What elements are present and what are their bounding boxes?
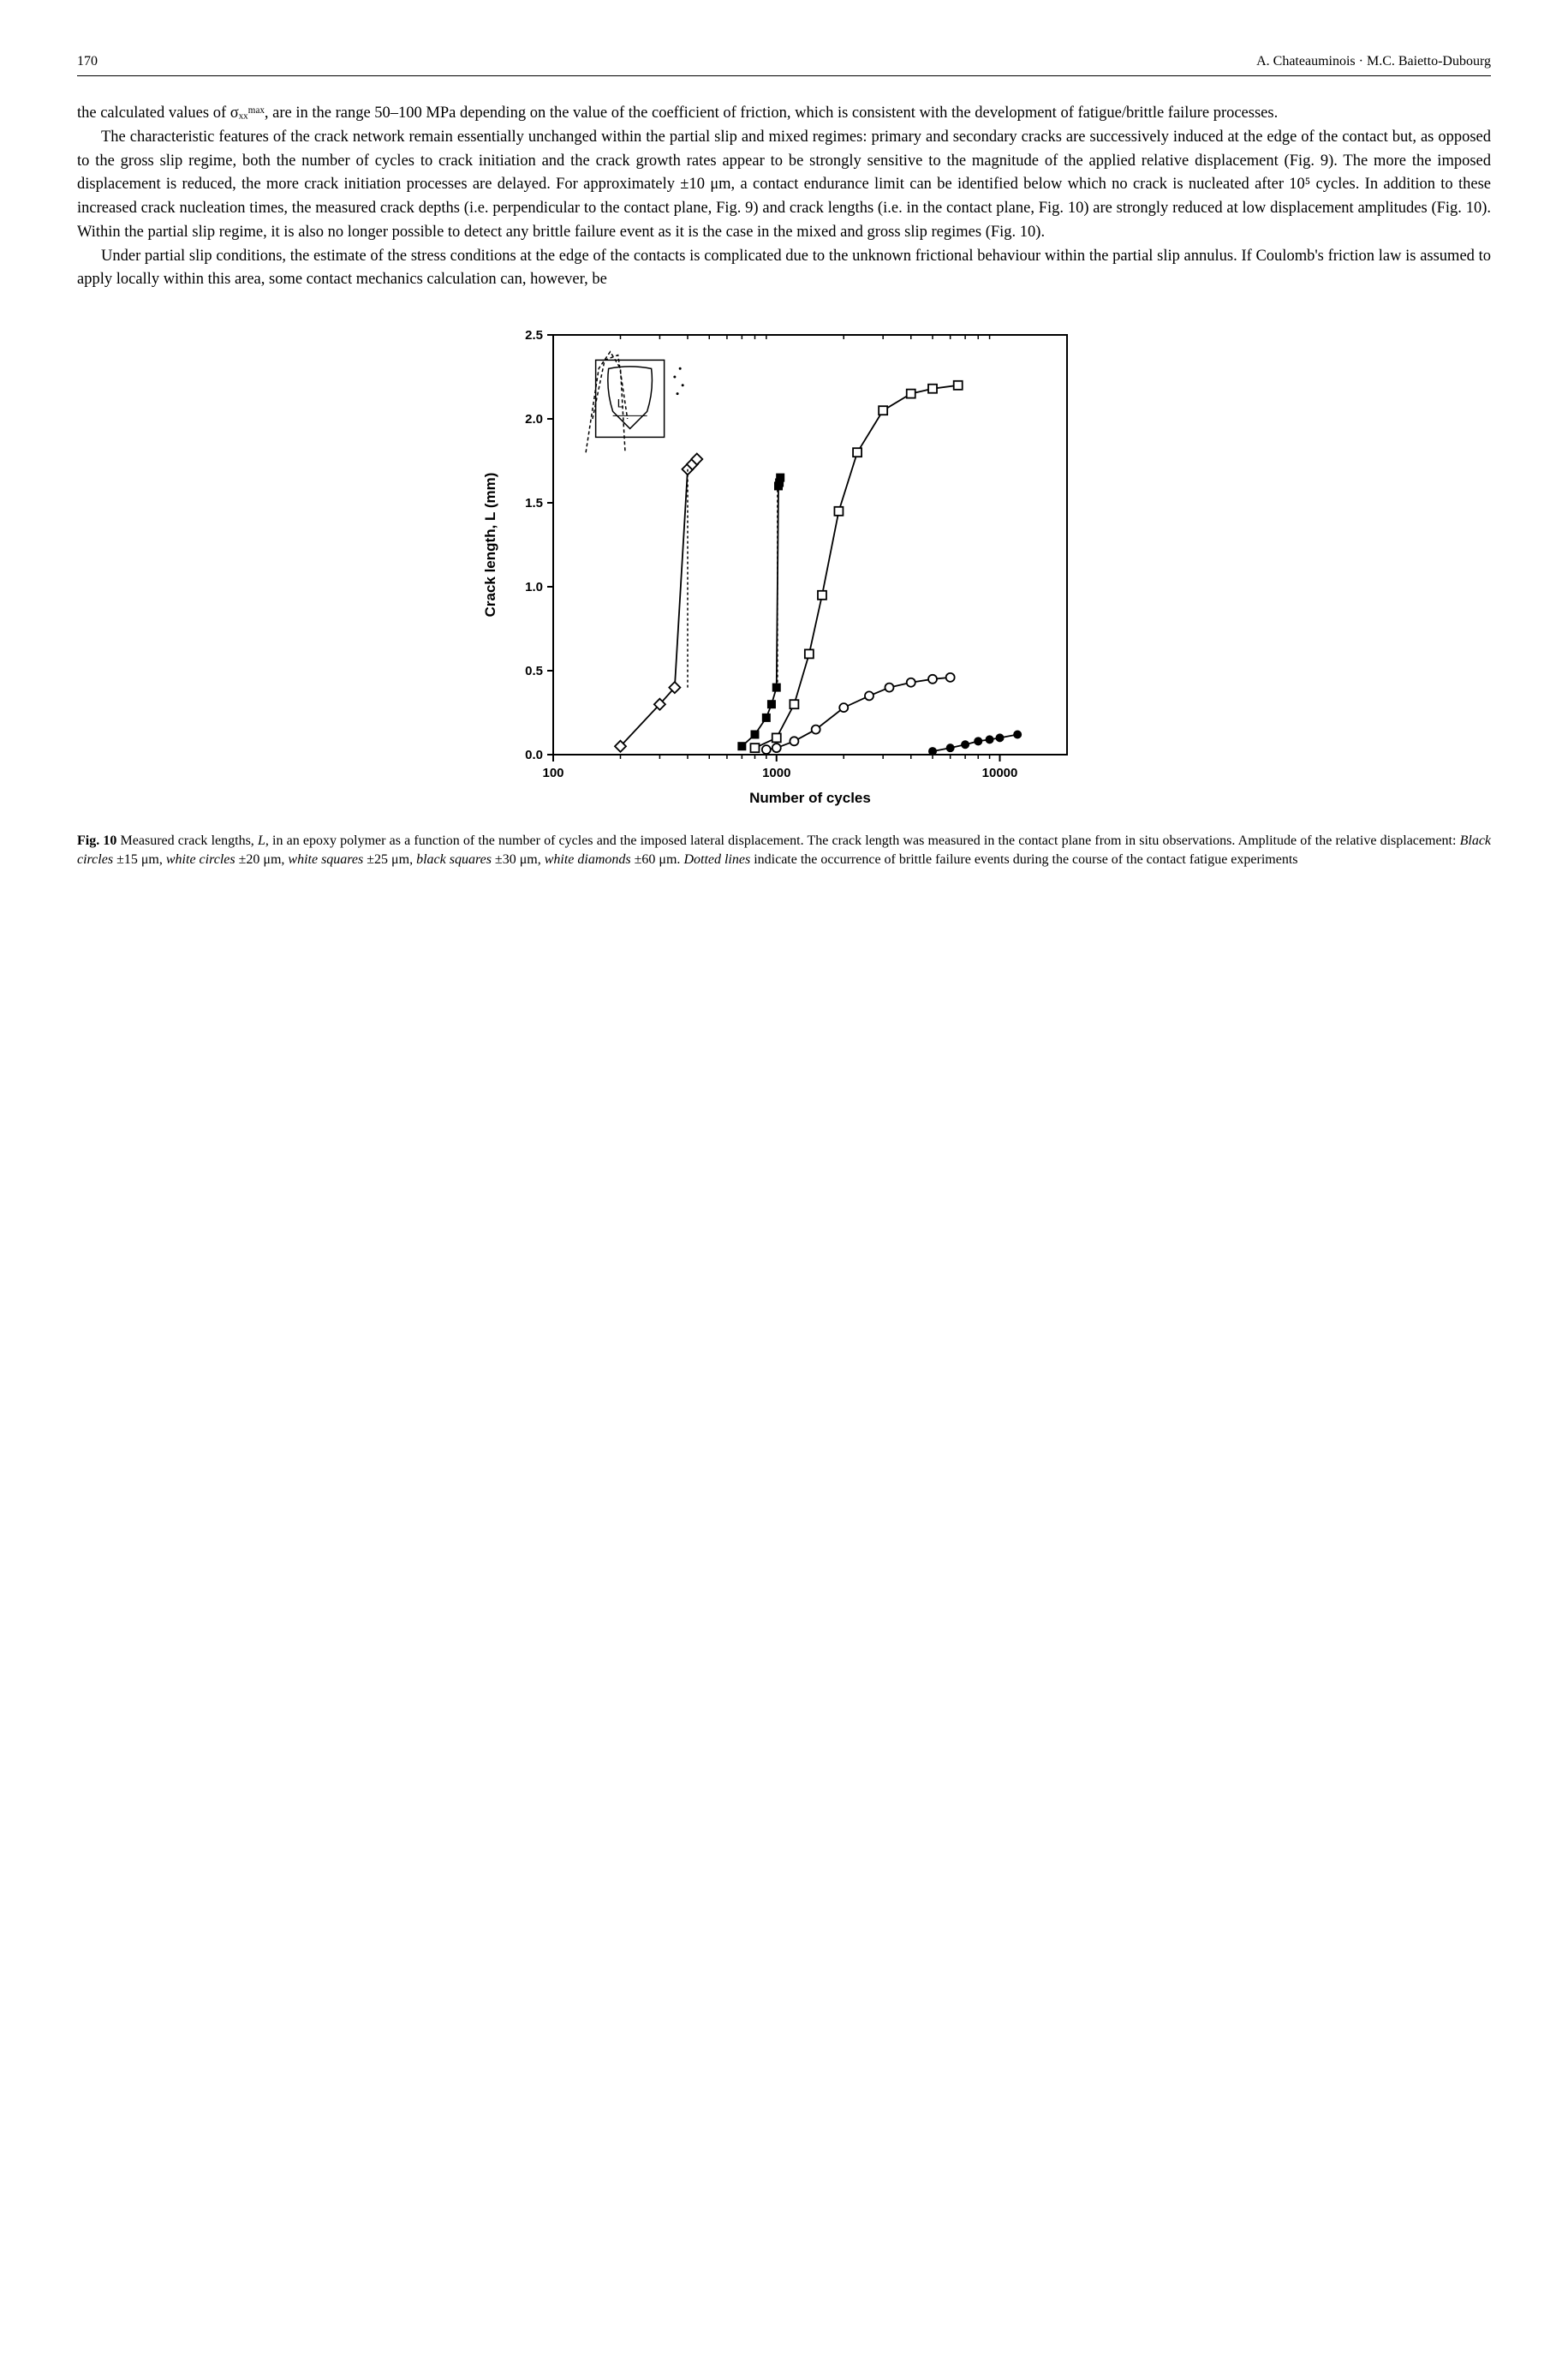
fig-label: Fig. 10 bbox=[77, 833, 116, 848]
svg-text:Number of cycles: Number of cycles bbox=[749, 790, 871, 806]
authors: A. Chateauminois · M.C. Baietto-Dubourg bbox=[1256, 51, 1491, 72]
paragraph-3: Under partial slip conditions, the estim… bbox=[77, 245, 1491, 293]
svg-text:1.5: 1.5 bbox=[525, 496, 543, 511]
svg-text:0.0: 0.0 bbox=[525, 748, 543, 762]
svg-text:1000: 1000 bbox=[762, 766, 790, 780]
page-number: 170 bbox=[77, 51, 98, 72]
chart-container: 0.0 0.5 1.0 1.5 2.0 2.5 100 1000 10000 Crack leng… bbox=[77, 318, 1491, 815]
svg-text:10000: 10000 bbox=[981, 766, 1017, 780]
paragraph-1: the calculated values of σₓₓᵐᵃˣ, are in … bbox=[77, 102, 1491, 126]
svg-text:0.5: 0.5 bbox=[525, 664, 543, 678]
body-text: the calculated values of σₓₓᵐᵃˣ, are in … bbox=[77, 102, 1491, 292]
paragraph-2: The characteristic features of the crack… bbox=[77, 126, 1491, 245]
figure-caption: Fig. 10 Measured crack lengths, L, in an… bbox=[77, 832, 1491, 870]
crack-length-chart: 0.0 0.5 1.0 1.5 2.0 2.5 100 1000 10000 Crack leng… bbox=[476, 318, 1093, 815]
svg-text:1.0: 1.0 bbox=[525, 580, 543, 594]
svg-text:2.0: 2.0 bbox=[525, 412, 543, 427]
svg-text:Crack length, L (mm): Crack length, L (mm) bbox=[482, 473, 498, 618]
svg-text:100: 100 bbox=[542, 766, 563, 780]
page-header: 170 A. Chateauminois · M.C. Baietto-Dubo… bbox=[77, 51, 1491, 76]
svg-text:2.5: 2.5 bbox=[525, 328, 543, 343]
